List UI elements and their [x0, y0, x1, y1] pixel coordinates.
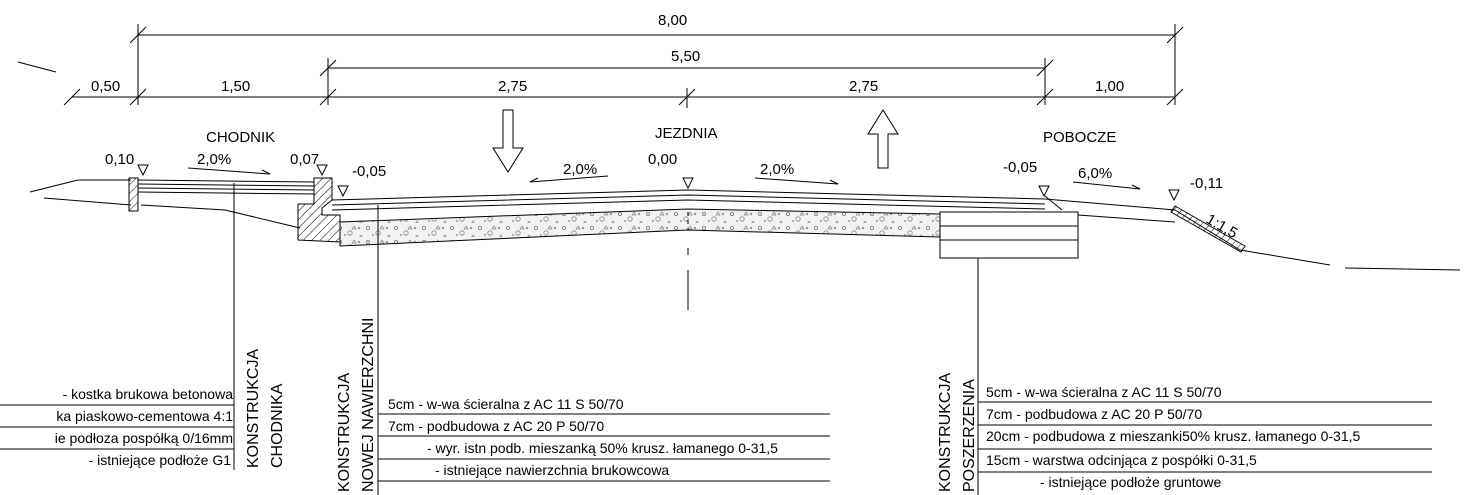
level-marker-icon: [1168, 189, 1180, 202]
slope-label: 6,0%: [1078, 165, 1112, 182]
layer-item: - kostka brukowa betonowa: [63, 386, 234, 402]
layer-item: 5cm - w-wa ścieralna z AC 11 S 50/70: [388, 396, 624, 412]
sidewalk-structure: [128, 177, 341, 243]
layer-item: 7cm - podbudowa z AC 20 P 50/70: [388, 418, 604, 434]
zone-shoulder: POBOCZE: [1043, 129, 1116, 146]
layer-item: 20cm - podbudowa z mieszanki50% krusz. ł…: [986, 428, 1361, 444]
embankment-slope: [1170, 205, 1246, 253]
level-label: 0,07: [290, 151, 319, 168]
base-course-aggregate: [339, 208, 941, 247]
sidewalk-title-1: KONSTRUKCJA: [245, 349, 262, 468]
slope-label: 2,0%: [760, 161, 794, 178]
level-marker-icon: [316, 164, 328, 177]
level-labels: 0,10 0,07 -0,05 0,00 -0,05 -0,11: [105, 151, 1223, 192]
layer-item: - istniejące podłoże G1: [89, 452, 232, 468]
dim-segment-2: 1,50: [221, 78, 250, 95]
layer-item: - wyr. istn podb. mieszanką 50% krusz. ł…: [427, 440, 778, 456]
widening-title-1: KONSTRUKCJA: [937, 373, 954, 492]
layer-item: 7cm - podbudowa z AC 20 P 50/70: [986, 406, 1202, 422]
arrow-down-icon: [492, 109, 524, 173]
dim-segment-4: 2,75: [849, 78, 878, 95]
dim-segment-5: 1,00: [1095, 78, 1124, 95]
slope-arrows: [187, 167, 1141, 190]
new-surface-title-2: NOWEJ NAWIERZCHNI: [360, 317, 377, 492]
level-marker-icon: [337, 185, 349, 198]
layer-item: ie podłoza pospółką 0/16mm: [55, 430, 233, 446]
widening-title-2: POSZERZENIA: [961, 379, 978, 492]
layer-item: 5cm - w-wa ścieralna z AC 11 S 50/70: [986, 384, 1222, 400]
level-marker-icon: [137, 164, 149, 177]
dimension-labels: 8,00 5,50 0,50 1,50 2,75 2,75 1,00: [91, 12, 1124, 95]
dim-segment-3: 2,75: [498, 78, 527, 95]
level-marker-icon: [1038, 185, 1050, 198]
slope-labels: 2,0% 2,0% 2,0% 6,0%: [197, 151, 1112, 182]
new-surface-layers: 5cm - w-wa ścieralna z AC 11 S 50/70 7cm…: [388, 396, 778, 478]
sidewalk-title-2: CHODNIKA: [269, 383, 286, 468]
zone-roadway: JEZDNIA: [655, 125, 718, 142]
traffic-direction-arrows: [492, 109, 899, 173]
level-label: 0,00: [648, 151, 677, 168]
level-label: -0,11: [1190, 175, 1223, 192]
layer-item: - istniejące podłoże gruntowe: [1040, 474, 1222, 490]
edge-curb: [128, 177, 139, 212]
level-label: 0,10: [105, 151, 134, 168]
widening-block: [939, 211, 1079, 259]
dim-total: 8,00: [658, 12, 687, 29]
construction-leaders: [233, 183, 979, 495]
zone-sidewalk: CHODNIK: [206, 129, 275, 146]
layer-item: 15cm - warstwa odcinjąca z pospółki 0-31…: [986, 452, 1257, 468]
level-label: -0,05: [352, 163, 386, 180]
slope-label: 2,0%: [197, 151, 231, 168]
level-label: -0,05: [1003, 159, 1037, 176]
new-surface-title-1: KONSTRUKCJA: [336, 373, 353, 492]
widening-layers: 5cm - w-wa ścieralna z AC 11 S 50/70 7cm…: [986, 384, 1361, 490]
zone-labels: CHODNIK JEZDNIA POBOCZE: [206, 125, 1116, 146]
dimension-lines: [63, 24, 1184, 108]
layer-item: ka piaskowo-cementowa 4:1: [56, 408, 233, 424]
level-markers: [137, 164, 1180, 202]
carriageway-structure: [331, 189, 1246, 310]
road-curb: [297, 177, 341, 243]
dim-carriageway: 5,50: [671, 48, 700, 65]
sidewalk-layers: - kostka brukowa betonowa ka piaskowo-ce…: [55, 386, 233, 468]
slope-label: 2,0%: [563, 161, 597, 178]
arrow-up-icon: [867, 109, 899, 169]
layer-item: - istniejące nawierzchnia brukowcowa: [435, 462, 669, 478]
level-marker-icon: [682, 177, 694, 190]
construction-titles: KONSTRUKCJA CHODNIKA KONSTRUKCJA NOWEJ N…: [245, 317, 978, 492]
dim-segment-1: 0,50: [91, 78, 120, 95]
